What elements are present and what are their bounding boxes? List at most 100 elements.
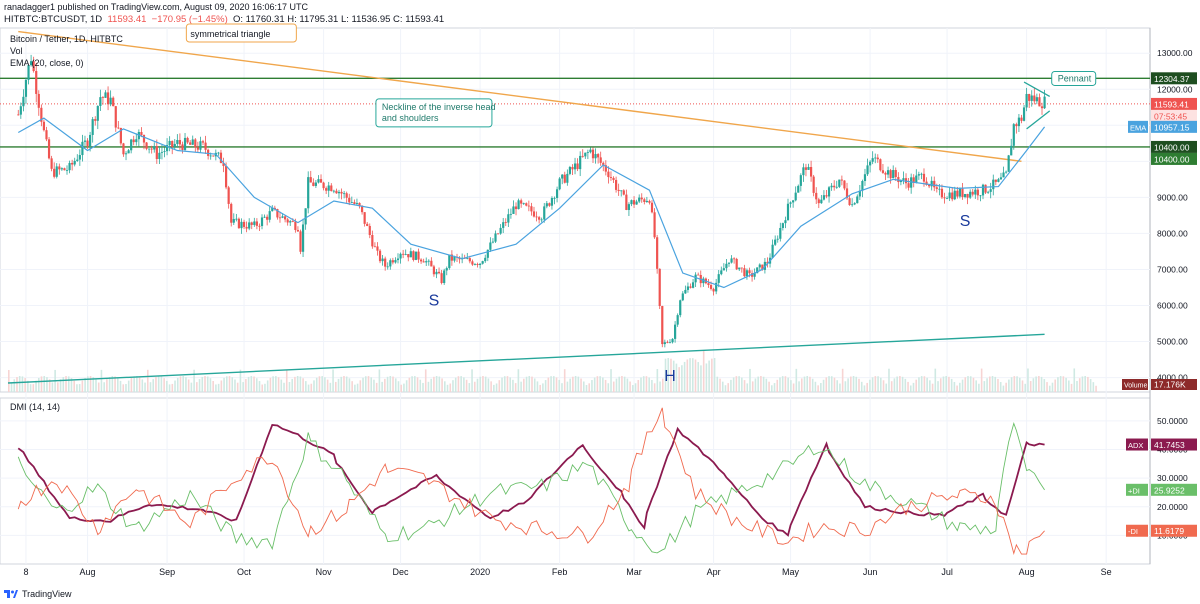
candle-body [496, 233, 500, 235]
volume-bar [315, 377, 318, 392]
candle-body [892, 170, 895, 179]
volume-bar [400, 384, 402, 392]
volume-bar [994, 376, 997, 392]
volume-bar [599, 376, 601, 392]
volume-bar [1054, 379, 1056, 392]
candle-body [802, 167, 805, 176]
candle-body [65, 170, 69, 171]
volume-bar [659, 381, 661, 392]
candle-body [204, 142, 207, 150]
volume-bar [942, 376, 945, 392]
volume-bar [337, 378, 340, 392]
candle-body [548, 203, 551, 206]
volume-bar [340, 376, 343, 392]
candle-body [727, 262, 731, 264]
candle-body [758, 264, 761, 268]
candle-body [573, 163, 577, 170]
candle-body [520, 200, 523, 204]
volume-bar [37, 377, 40, 392]
candle-body [201, 141, 205, 143]
volume-bar [163, 378, 165, 392]
candle-body [183, 137, 187, 150]
volume-bar [117, 378, 119, 392]
candle-body [263, 216, 266, 218]
candle-body [114, 106, 117, 128]
candle-body [663, 342, 666, 345]
volume-bar [247, 376, 250, 392]
candle-body [661, 306, 664, 345]
candle-body [312, 182, 315, 186]
candle-body [404, 254, 407, 255]
candle-body [999, 177, 1003, 180]
candle-body [940, 188, 944, 198]
candle-body [925, 181, 928, 185]
dmi-tag-bg [1126, 483, 1148, 496]
volume-bar [465, 379, 468, 392]
volume-bar [730, 379, 732, 392]
candle-body [27, 65, 30, 80]
candle-body [809, 167, 813, 177]
volume-bar [574, 376, 577, 392]
volume-bar [389, 376, 392, 392]
x-tick-label: 2020 [470, 567, 490, 577]
volume-bar [735, 376, 738, 392]
candle-body [902, 178, 905, 181]
volume-bar [430, 378, 432, 392]
volume-bar [950, 378, 953, 392]
volume-bar [506, 376, 509, 392]
candle-body [155, 146, 158, 160]
volume-bar [874, 376, 877, 392]
candle-body [992, 179, 995, 190]
candle-body [245, 226, 248, 229]
volume-bar [983, 381, 986, 392]
volume-bar [1081, 376, 1084, 392]
volume-bar [76, 384, 78, 392]
candle-body [987, 191, 990, 193]
candle-body [194, 139, 197, 148]
candle-body [63, 168, 66, 171]
candle-body [979, 195, 982, 197]
volume-bar [512, 379, 514, 392]
x-tick-label: Nov [316, 567, 333, 577]
volume-bar [929, 380, 931, 392]
volume-bar [999, 382, 1002, 392]
volume-bar [683, 361, 686, 392]
candle-body [820, 199, 823, 204]
volume-bar [392, 376, 394, 392]
volume-bar [1068, 380, 1070, 392]
volume-bar [498, 380, 501, 392]
volume-bar [329, 382, 332, 392]
candle-body [738, 267, 741, 270]
volume-bar [612, 381, 615, 392]
volume-bar [885, 383, 888, 392]
volume-bar [967, 376, 969, 392]
candle-body [32, 61, 35, 72]
neckline-callout-box [375, 98, 493, 128]
candle-body [707, 283, 710, 286]
volume-bar [59, 379, 62, 392]
candle-body [558, 178, 561, 190]
candle-body [1015, 124, 1018, 127]
candle-body [532, 211, 536, 217]
volume-bar [969, 376, 972, 392]
candle-body [268, 211, 271, 220]
volume-bar [228, 376, 231, 392]
volume-bar [542, 383, 544, 392]
volume-bar [356, 383, 359, 392]
candle-body [358, 202, 361, 206]
volume-bar [934, 368, 937, 392]
volume-bar [97, 382, 100, 392]
candle-body [237, 218, 241, 229]
candle-body [907, 183, 910, 188]
candle-body [301, 224, 305, 252]
trendline-symmetrical-triangle [18, 30, 1022, 163]
candle-body [514, 206, 518, 210]
volume-bar [422, 382, 424, 392]
volume-bar [8, 370, 10, 392]
y-tick-label: 8000.00 [1157, 228, 1188, 238]
volume-bar [1027, 368, 1029, 392]
candle-body [799, 175, 802, 186]
volume-bar [563, 369, 566, 392]
candle-body [1028, 93, 1031, 101]
